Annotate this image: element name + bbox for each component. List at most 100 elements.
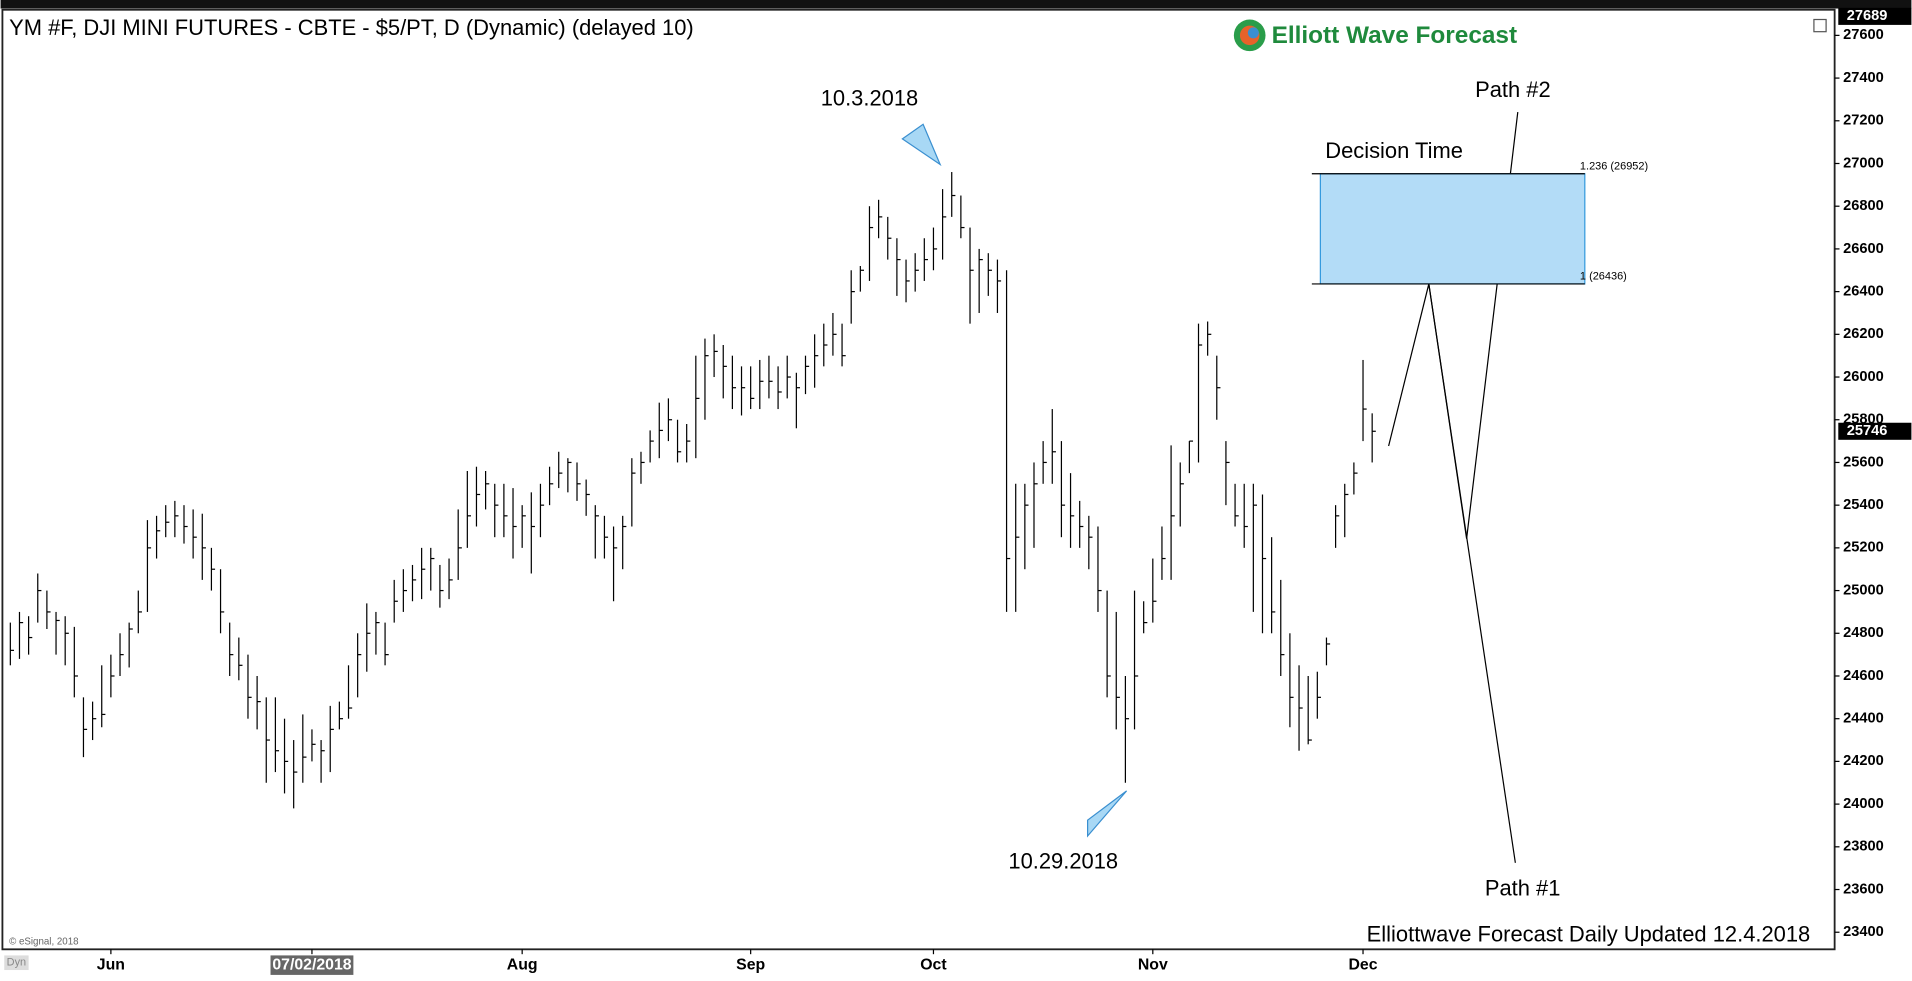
x-tick-label: Nov: [1138, 956, 1168, 973]
x-tick-label: Dec: [1349, 956, 1378, 973]
price-bar: [393, 579, 398, 623]
price-bar: [46, 590, 51, 630]
price-bar: [475, 466, 481, 527]
price-bar: [841, 323, 846, 367]
price-bar: [1015, 483, 1020, 612]
price-bar: [402, 569, 408, 612]
price-bar: [1271, 537, 1276, 634]
price-bar: [1124, 675, 1130, 783]
price-bar: [612, 526, 618, 602]
price-bar: [658, 402, 663, 459]
price-bar: [923, 238, 928, 281]
price-bar: [1051, 409, 1056, 484]
price-bar: [512, 488, 517, 559]
price-bar: [996, 259, 1002, 313]
price-bar: [1261, 494, 1267, 634]
level-label: 1.236 (26952): [1580, 160, 1648, 172]
price-bar: [110, 654, 115, 698]
price-bar: [759, 359, 764, 410]
price-bar: [503, 483, 508, 538]
price-bar: [91, 701, 97, 741]
price-bar: [101, 665, 106, 728]
price-bar: [174, 500, 179, 538]
y-tick-label: 23800: [1843, 839, 1884, 855]
price-bar: [1325, 637, 1331, 666]
price-bar: [1033, 462, 1038, 548]
price-bar: [622, 515, 627, 570]
price-bar: [55, 611, 60, 655]
price-bar: [676, 419, 682, 463]
price-bar: [750, 366, 755, 410]
price-bar: [146, 520, 152, 612]
footer: Elliottwave Forecast Daily Updated 12.4.…: [1367, 922, 1811, 947]
price-bar: [128, 622, 133, 668]
price-bar: [804, 355, 810, 395]
price-bar: [210, 547, 216, 591]
price-bar: [192, 509, 197, 559]
peak-marker: [901, 123, 942, 167]
price-bar: [219, 569, 225, 634]
price-bar: [165, 505, 170, 538]
low-marker: [1087, 790, 1128, 838]
price-bar: [887, 216, 892, 260]
price-bar: [366, 603, 371, 672]
annotation: 10.3.2018: [821, 86, 919, 111]
price-bar: [1042, 441, 1047, 484]
price-bar: [704, 338, 709, 420]
y-tick-label: 26400: [1843, 283, 1884, 299]
price-bar: [357, 633, 362, 698]
price-bar: [649, 430, 654, 463]
price-bar: [247, 654, 252, 719]
price-bar: [411, 564, 417, 602]
price-bar: [64, 616, 69, 666]
y-tick-label: 23600: [1843, 881, 1884, 897]
price-bar: [795, 372, 801, 429]
price-bar: [905, 259, 910, 303]
price-bar: [82, 697, 88, 758]
price-bar: [283, 718, 289, 794]
badge-box: [4, 955, 29, 971]
badge: Dyn: [7, 957, 26, 969]
price-bar: [439, 564, 444, 608]
price-bar: [201, 513, 206, 580]
price-bar: [814, 334, 819, 388]
price-bar: [548, 466, 554, 506]
price-bar: [1362, 359, 1367, 442]
price-bar: [1179, 462, 1184, 527]
price-bar: [1188, 440, 1194, 474]
price-bar: [1307, 675, 1312, 745]
price-bar: [457, 509, 462, 580]
price-bar: [667, 398, 673, 442]
price-bar: [850, 270, 855, 324]
price-bar: [9, 622, 14, 666]
y-tick-label: 24400: [1843, 711, 1884, 727]
price-bar: [311, 729, 316, 762]
annotation: 10.29.2018: [1008, 849, 1118, 874]
price-bar: [1143, 601, 1148, 634]
price-bar: [320, 740, 325, 783]
price-bar: [695, 355, 700, 459]
price-bar: [1133, 590, 1139, 730]
price-bar: [37, 573, 42, 623]
price-bar: [1088, 515, 1093, 570]
x-tick-label: Aug: [507, 956, 538, 973]
price-bar: [941, 189, 947, 260]
y-tick-label: 24000: [1843, 796, 1884, 812]
price-bar: [421, 547, 426, 600]
price-bar: [384, 622, 389, 666]
y-tick-label: 26000: [1843, 369, 1884, 385]
logo-text: Elliott Wave Forecast: [1272, 22, 1517, 49]
y-tick-label: 27600: [1843, 27, 1884, 43]
price-bar: [1197, 323, 1203, 463]
price-bar: [868, 206, 874, 281]
price-bar: [1069, 473, 1075, 548]
price-bar: [155, 515, 161, 559]
price-bar: [494, 483, 499, 538]
price-bar: [1170, 445, 1175, 580]
price-bar: [1280, 579, 1285, 676]
price-marker-box: [1838, 7, 1912, 25]
chart-title: YM #F, DJI MINI FUTURES - CBTE - $5/PT, …: [9, 15, 694, 40]
price-bar: [1334, 505, 1340, 548]
